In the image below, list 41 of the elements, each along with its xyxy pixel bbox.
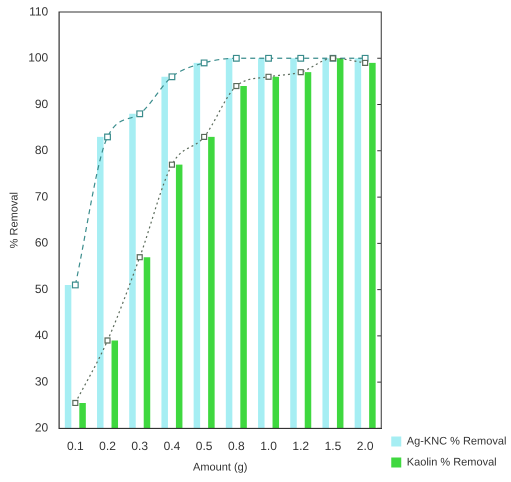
legend-label: Kaolin % Removal xyxy=(406,456,497,469)
point xyxy=(362,60,368,66)
y-tick-label: 60 xyxy=(34,236,49,250)
x-tick-label: 1.2 xyxy=(292,438,310,453)
y-tick-label: 50 xyxy=(34,282,49,296)
x-tick-label: 0.4 xyxy=(164,438,181,453)
y-tick-label: 110 xyxy=(29,4,49,18)
x-tick-label: 0.5 xyxy=(196,438,213,453)
y-tick-label: 40 xyxy=(34,328,49,342)
point xyxy=(104,133,111,140)
point xyxy=(168,162,176,168)
point xyxy=(136,254,143,260)
x-tick-label: 0.8 xyxy=(228,438,245,453)
y-tick-label: 90 xyxy=(34,96,49,111)
point xyxy=(168,73,176,80)
point xyxy=(265,74,272,80)
point xyxy=(297,54,304,62)
point xyxy=(72,400,78,406)
point xyxy=(72,282,79,288)
point xyxy=(233,82,240,90)
x-tick-label: 0.1 xyxy=(66,438,84,453)
y-tick-label: 80 xyxy=(34,143,49,158)
y-tick-label: 100 xyxy=(28,50,49,65)
point xyxy=(104,337,111,344)
point xyxy=(200,59,208,66)
point xyxy=(298,69,304,76)
point xyxy=(136,110,144,118)
x-tick-label: 0.2 xyxy=(99,438,116,453)
point xyxy=(265,54,272,62)
x-tick-label: 2.0 xyxy=(356,438,374,453)
point xyxy=(201,134,208,140)
point xyxy=(232,54,240,62)
x-tick-label: 1.0 xyxy=(260,438,278,453)
y-tick-label: 20 xyxy=(34,420,49,435)
y-tick-label: 30 xyxy=(34,374,49,388)
x-tick-label: 1.5 xyxy=(324,438,342,453)
y-tick-label: 70 xyxy=(34,189,49,204)
legend-label: Ag-KNC % Removal xyxy=(406,436,506,448)
x-tick-label: 0.3 xyxy=(131,438,148,453)
x-axis-title: Amount (g) xyxy=(193,461,248,474)
y-axis-title: % Removal xyxy=(8,192,21,248)
